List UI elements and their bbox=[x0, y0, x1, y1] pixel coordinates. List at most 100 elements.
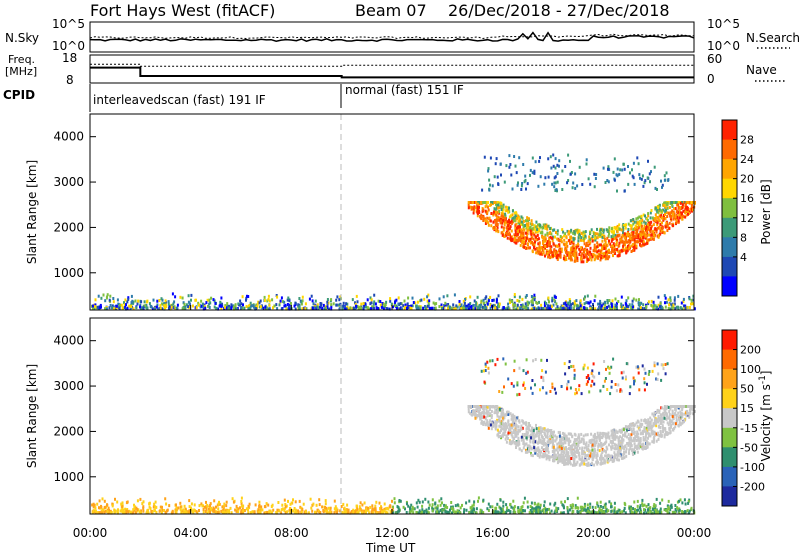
power-cell bbox=[624, 248, 626, 252]
velocity-cell bbox=[482, 511, 485, 514]
velocity-cell bbox=[546, 440, 549, 444]
power-cell bbox=[585, 244, 587, 248]
velocity-cell bbox=[234, 508, 237, 512]
power-cell bbox=[638, 173, 641, 177]
velocity-cell bbox=[598, 449, 601, 453]
velocity-cell bbox=[318, 503, 321, 507]
velocity-cell bbox=[284, 503, 287, 506]
power-cell bbox=[397, 296, 400, 300]
velocity-cell bbox=[240, 509, 243, 513]
power-cell bbox=[176, 303, 179, 307]
power-cell bbox=[488, 178, 491, 182]
velocity-cell bbox=[175, 503, 177, 507]
velocity-cell bbox=[375, 500, 378, 504]
power-y-label: Slant Range [km] bbox=[25, 160, 39, 264]
velocity-cell bbox=[434, 502, 437, 506]
power-cell bbox=[667, 307, 670, 310]
power-cell bbox=[635, 217, 638, 221]
power-cell bbox=[548, 238, 551, 242]
power-cell bbox=[575, 253, 578, 257]
velocity-cell bbox=[280, 508, 283, 512]
power-cell bbox=[582, 234, 585, 238]
velocity-cell bbox=[245, 507, 248, 511]
power-cell bbox=[382, 307, 385, 311]
velocity-cell bbox=[218, 500, 220, 504]
velocity-cell bbox=[155, 505, 158, 509]
power-cell bbox=[662, 203, 665, 207]
power-cell bbox=[640, 227, 643, 231]
power-cell bbox=[316, 303, 319, 307]
power-cell bbox=[121, 306, 124, 310]
velocity-cell bbox=[221, 510, 224, 514]
power-cell bbox=[582, 239, 585, 243]
power-cell bbox=[556, 172, 559, 175]
power-cell bbox=[415, 304, 418, 308]
velocity-cell bbox=[571, 511, 574, 515]
power-cell bbox=[589, 246, 592, 250]
power-cell bbox=[499, 201, 502, 205]
power-cell bbox=[536, 233, 539, 237]
power-cell bbox=[526, 222, 528, 226]
velocity-cell bbox=[190, 506, 192, 510]
power-cell bbox=[377, 307, 380, 310]
power-cell bbox=[432, 301, 435, 305]
power-cell bbox=[148, 302, 151, 306]
power-cell bbox=[639, 239, 642, 242]
power-cell bbox=[228, 306, 231, 310]
power-cell bbox=[469, 295, 472, 299]
power-cell bbox=[591, 239, 594, 243]
velocity-cell bbox=[629, 510, 632, 514]
power-cell bbox=[530, 232, 533, 236]
velocity-cell bbox=[424, 497, 427, 501]
power-cell bbox=[608, 306, 611, 310]
velocity-cell bbox=[367, 506, 369, 510]
power-cell bbox=[581, 252, 584, 256]
velocity-cell bbox=[590, 461, 593, 465]
velocity-cell bbox=[221, 505, 224, 509]
velocity-cell bbox=[329, 506, 332, 510]
power-cell bbox=[662, 208, 664, 212]
power-cell bbox=[164, 306, 166, 310]
power-cell bbox=[585, 158, 588, 162]
power-cell bbox=[93, 307, 96, 311]
power-cell bbox=[452, 303, 455, 307]
velocity-cell bbox=[571, 446, 574, 450]
power-cell bbox=[581, 238, 584, 242]
power-cell bbox=[663, 201, 666, 205]
power-cell bbox=[679, 201, 682, 205]
power-cell bbox=[690, 298, 693, 302]
power-cell bbox=[195, 298, 197, 302]
velocity-cell bbox=[577, 443, 580, 447]
velocity-cell bbox=[557, 456, 559, 459]
velocity-cell bbox=[505, 509, 508, 513]
power-cell bbox=[526, 228, 529, 232]
power-cell bbox=[373, 293, 376, 297]
power-cell bbox=[484, 209, 487, 213]
power-cell bbox=[490, 304, 493, 308]
power-cell bbox=[546, 306, 549, 310]
velocity-cell bbox=[258, 503, 261, 507]
power-cell bbox=[692, 294, 695, 298]
power-cell bbox=[498, 216, 501, 220]
velocity-cell bbox=[548, 458, 551, 462]
power-cell bbox=[598, 254, 601, 258]
power-cell bbox=[497, 211, 500, 215]
power-cell bbox=[394, 300, 396, 304]
velocity-cell bbox=[175, 510, 178, 514]
power-cell bbox=[109, 294, 112, 298]
power-cell bbox=[590, 252, 593, 256]
velocity-cell bbox=[555, 437, 558, 441]
power-cell bbox=[648, 233, 651, 237]
power-cell bbox=[655, 230, 658, 234]
velocity-cell bbox=[220, 509, 223, 513]
power-cell bbox=[645, 236, 648, 240]
power-cell bbox=[345, 302, 348, 306]
power-cell bbox=[493, 201, 496, 204]
power-cell bbox=[304, 307, 307, 311]
power-cell bbox=[607, 234, 610, 238]
power-cell bbox=[624, 237, 627, 241]
power-cell bbox=[602, 306, 605, 310]
power-cell bbox=[594, 294, 597, 298]
power-cell bbox=[637, 234, 640, 238]
velocity-cell bbox=[556, 461, 559, 465]
